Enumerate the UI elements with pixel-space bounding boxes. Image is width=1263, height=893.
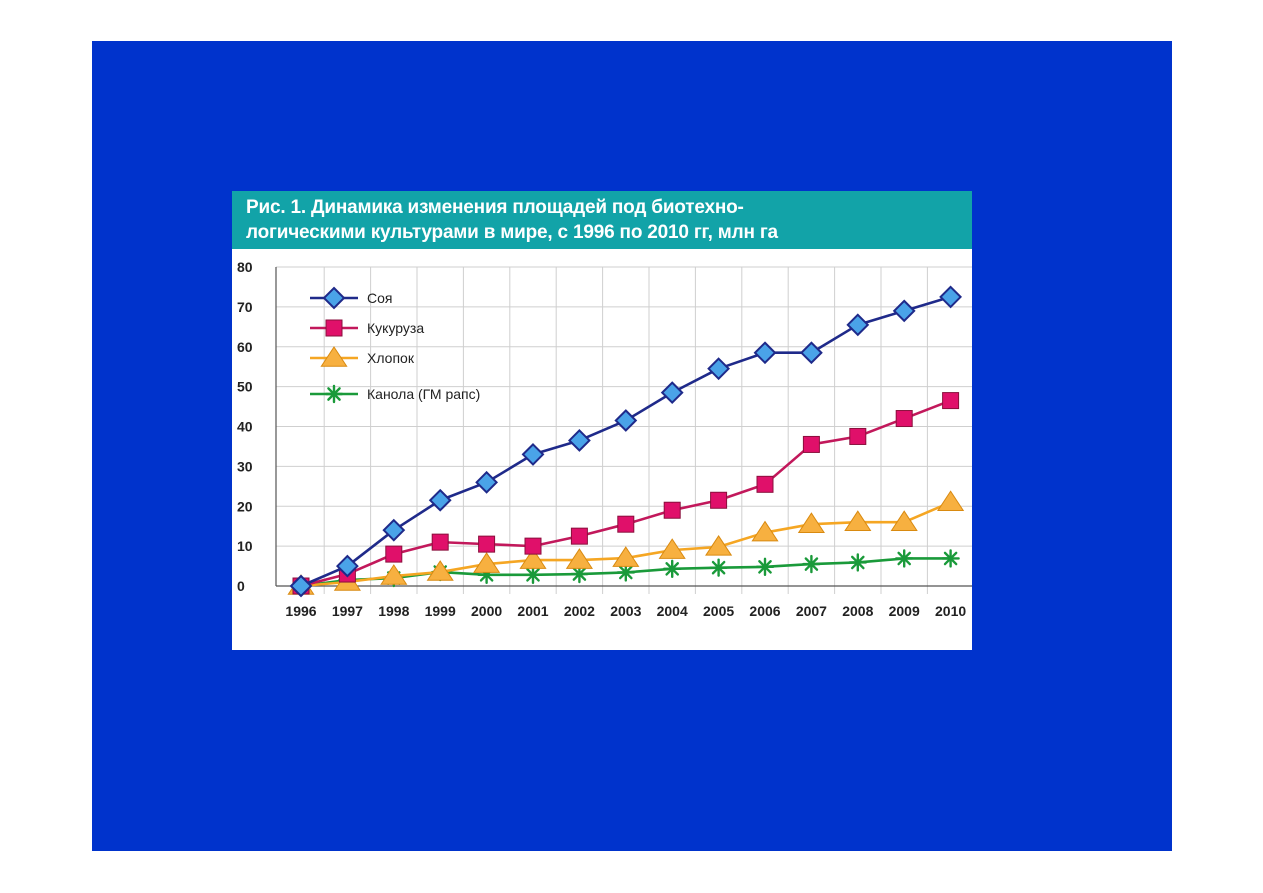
series-2-point: [473, 552, 501, 573]
y-tick-label: 70: [237, 299, 253, 315]
x-tick-label: 2001: [517, 603, 548, 619]
y-tick-label: 20: [237, 498, 253, 514]
series-1-point: [802, 435, 820, 453]
series-2-point: [705, 535, 733, 556]
legend-marker-3: [324, 384, 344, 404]
legend-marker-2: [320, 346, 348, 367]
y-tick-label: 40: [237, 419, 253, 435]
series-2-point: [426, 560, 454, 581]
series-0-point: [289, 574, 313, 598]
series-3-point: [848, 553, 867, 572]
x-tick-label: 1999: [425, 603, 456, 619]
series-1-point: [663, 501, 681, 519]
series-2-point: [937, 490, 965, 512]
series-2-point: [658, 538, 686, 559]
series-2-point: [844, 510, 872, 531]
series-2-point: [519, 548, 547, 569]
legend-label-1: Кукуруза: [367, 320, 424, 336]
series-1-point: [942, 392, 960, 410]
chart-title-line-2: логическими культурами в мире, с 1996 по…: [246, 222, 778, 243]
series-2-point: [612, 546, 640, 567]
x-tick-label: 2002: [564, 603, 595, 619]
series-0-point: [799, 341, 823, 365]
line-chart: 0 10 20 30 40 50 60 70 80 1996 1997 1998 1999 2000 200…: [237, 259, 972, 619]
series-3-point: [755, 557, 775, 577]
series-0-point: [939, 285, 963, 309]
series-0-point: [475, 470, 499, 494]
series-0-point: [846, 313, 870, 337]
x-tick-label: 2003: [610, 603, 641, 619]
series-3-point: [895, 549, 914, 568]
series-1-point: [431, 533, 449, 551]
series-3-point: [616, 563, 635, 582]
series-2-point: [380, 564, 408, 585]
x-tick-label: 2009: [889, 603, 920, 619]
series-1-point: [570, 527, 588, 545]
chart-title-banner: Рис. 1. Динамика изменения площадей под …: [232, 191, 972, 249]
x-tick-label: 2006: [749, 603, 780, 619]
legend-marker-1: [325, 319, 343, 337]
series-2-point: [565, 548, 593, 569]
series-0-point: [892, 299, 916, 323]
series-2-point: [890, 510, 918, 531]
series-3-point: [941, 549, 960, 568]
series-3-point: [802, 554, 821, 574]
y-tick-label: 50: [237, 379, 253, 395]
x-tick-label: 2005: [703, 603, 734, 619]
series-3-point: [523, 565, 543, 585]
x-tick-label: 2008: [842, 603, 873, 619]
series-1-point: [895, 410, 913, 428]
x-tick-label: 2010: [935, 603, 966, 619]
legend-label-0: Соя: [367, 290, 392, 306]
series-0-point: [707, 357, 731, 381]
chart-title-line-1: Рис. 1. Динамика изменения площадей под …: [246, 197, 744, 218]
series-0-point: [567, 429, 591, 452]
series-0-point: [614, 409, 638, 432]
legend-marker-0: [322, 286, 346, 310]
series-1-point: [478, 535, 496, 553]
series-0-point: [335, 554, 359, 578]
series-0-point: [428, 488, 452, 512]
y-tick-label: 80: [237, 259, 253, 275]
series-1-point: [849, 427, 867, 445]
series-1-point: [524, 537, 542, 555]
series-0-point: [521, 442, 545, 466]
series-2-point: [751, 520, 779, 542]
series-1-point: [385, 545, 403, 563]
x-tick-label: 1998: [378, 603, 409, 619]
series-3-point: [663, 559, 682, 579]
chart-figure: Рис. 1. Динамика изменения площадей под …: [232, 191, 972, 650]
series-0-point: [660, 381, 684, 405]
series-0-point: [382, 518, 406, 542]
y-tick-label: 0: [237, 578, 245, 594]
x-tick-label: 1997: [332, 603, 363, 619]
series-0-point: [753, 341, 777, 365]
series-3-point: [709, 558, 728, 577]
x-tick-label: 2004: [657, 603, 688, 619]
x-tick-label: 2007: [796, 603, 827, 619]
series-1-point: [710, 491, 728, 509]
x-tick-label: 1996: [285, 603, 316, 619]
series-1-point: [756, 475, 774, 493]
x-tick-label: 2000: [471, 603, 502, 619]
series-1-point: [617, 515, 635, 533]
legend-label-2: Хлопок: [367, 350, 415, 366]
legend-label-3: Канола (ГМ рапс): [367, 386, 480, 402]
y-tick-label: 30: [237, 458, 253, 474]
y-tick-label: 10: [237, 538, 253, 554]
series-2-point: [797, 512, 825, 533]
y-tick-label: 60: [237, 339, 253, 355]
